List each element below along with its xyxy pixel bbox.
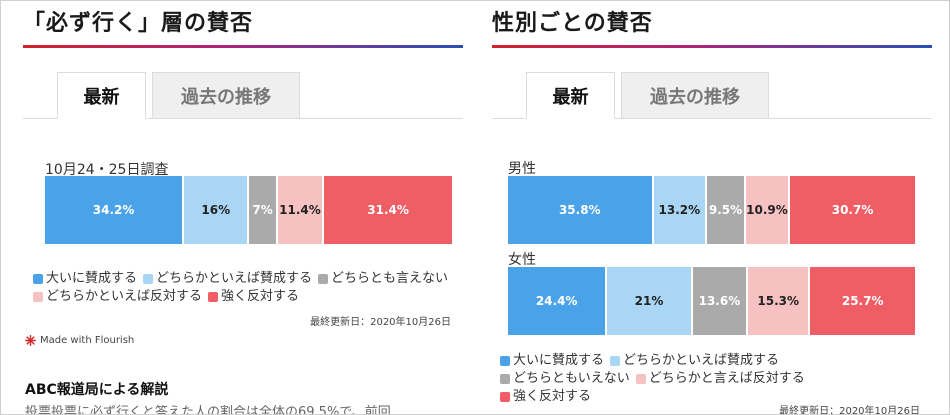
left-data-label: 34.2%: [92, 203, 135, 217]
left-panel: 「必ず行く」層の賛否 最新 過去の推移 10月24・25日調査 34.2% 16% 7…: [23, 1, 463, 414]
right-legend-item[interactable]: どちらかと言えば反対する: [635, 371, 805, 387]
left-legend-swatch: [33, 292, 43, 302]
right-bar-row: 35.8% 13.2% 9.5% 10.9% 30.7%: [508, 176, 915, 244]
left-tab-latest[interactable]: 最新: [57, 72, 146, 119]
right-category-label: 男性: [508, 161, 536, 177]
right-category-label: 女性: [508, 252, 536, 268]
left-legend-label: どちらかといえば賛成する: [156, 271, 313, 286]
flourish-label: Made with Flourish: [40, 335, 135, 346]
right-legend-swatch: [500, 392, 510, 402]
right-data-label: 13.2%: [658, 203, 701, 217]
right-legend-swatch: [610, 356, 621, 366]
left-last-updated: 最終更新日：2020年10月26日: [310, 317, 451, 328]
right-data-label: 9.5%: [708, 203, 743, 217]
right-bar-segment[interactable]: 30.7%: [790, 176, 915, 244]
left-bar-segment[interactable]: 34.2%: [45, 176, 185, 244]
left-legend-swatch: [318, 274, 329, 284]
left-legend-swatch: [208, 292, 219, 302]
left-bar-row: 34.2% 16% 7% 11.4% 31.4%: [45, 176, 452, 244]
commentary-title: ABC報道局による解説: [25, 382, 169, 398]
left-legend-item[interactable]: どちらとも言えない: [318, 271, 448, 287]
right-title-rule: [492, 45, 932, 48]
left-data-label: 7%: [252, 203, 273, 217]
right-last-updated: 最終更新日：2020年10月26日: [779, 406, 920, 415]
flourish-logo-icon: [25, 335, 36, 346]
left-legend-item[interactable]: 強く反対する: [208, 289, 299, 305]
right-bar-segment[interactable]: 13.2%: [653, 176, 708, 244]
right-data-label: 30.7%: [831, 203, 874, 217]
right-legend-item[interactable]: どちらともいえない: [500, 371, 630, 387]
right-legend-item[interactable]: どちらかといえば賛成する: [610, 353, 779, 369]
left-legend-label: どちらとも言えない: [331, 271, 449, 286]
left-legend-label: 強く反対する: [221, 289, 300, 304]
right-legend: 大いに賛成する どちらかといえば賛成するどちらともいえない どちらかと言えば反対する…: [500, 353, 811, 407]
left-title-rule: [23, 45, 463, 48]
right-bar-segment[interactable]: 24.4%: [508, 267, 608, 335]
left-data-label: 11.4%: [279, 203, 321, 217]
left-tabs: 最新 過去の推移: [57, 72, 300, 119]
commentary-text: 投票投票に必ず行くと答えた人の割合は全体の69.5%で、前回: [25, 405, 391, 415]
left-chart-title: 「必ず行く」層の賛否: [23, 11, 254, 36]
right-legend-label: 大いに賛成する: [513, 353, 605, 368]
right-legend-swatch: [635, 374, 646, 384]
left-legend: 大いに賛成する どちらかといえば賛成する どちらとも言えないどちらかといえば反対する…: [33, 271, 454, 307]
right-data-label: 13.6%: [698, 294, 741, 308]
right-legend-label: 強く反対する: [513, 389, 592, 404]
left-bar-segment[interactable]: 31.4%: [324, 176, 452, 244]
right-bar-segment[interactable]: 9.5%: [707, 176, 746, 244]
right-legend-item[interactable]: 強く反対する: [500, 389, 591, 405]
right-tab-latest[interactable]: 最新: [526, 72, 615, 119]
right-data-label: 15.3%: [757, 294, 800, 308]
right-tab-underline: [492, 118, 932, 119]
right-legend-label: どちらともいえない: [513, 371, 630, 386]
left-tab-history[interactable]: 過去の推移: [152, 72, 300, 119]
right-bar-row: 24.4% 21% 13.6% 15.3% 25.7%: [508, 267, 915, 335]
right-bar-segment[interactable]: 21%: [607, 267, 693, 335]
right-data-label: 35.8%: [558, 203, 601, 217]
right-bar-segment[interactable]: 35.8%: [508, 176, 654, 244]
left-legend-item[interactable]: どちらかといえば賛成する: [143, 271, 312, 287]
commentary-text-clip: 投票投票に必ず行くと答えた人の割合は全体の69.5%で、前回: [25, 405, 445, 415]
right-bar-segment[interactable]: 13.6%: [692, 267, 749, 335]
right-legend-swatch: [500, 374, 510, 384]
left-legend-swatch: [143, 274, 154, 284]
right-tab-history[interactable]: 過去の推移: [621, 72, 769, 119]
right-data-label: 21%: [634, 294, 664, 308]
right-bar-segment[interactable]: 25.7%: [810, 267, 915, 335]
left-legend-item[interactable]: どちらかといえば反対する: [33, 289, 202, 305]
left-bar-segment[interactable]: 11.4%: [277, 176, 325, 244]
made-with-flourish-link[interactable]: Made with Flourish: [25, 335, 134, 346]
right-chart-title: 性別ごとの賛否: [492, 11, 653, 36]
right-bar-segment[interactable]: 15.3%: [748, 267, 811, 335]
right-bar-segment[interactable]: 10.9%: [745, 176, 791, 244]
left-bar-segment[interactable]: 16%: [184, 176, 250, 244]
left-legend-label: どちらかといえば反対する: [46, 289, 203, 304]
left-legend-label: 大いに賛成する: [46, 271, 138, 286]
right-legend-item[interactable]: 大いに賛成する: [500, 353, 604, 369]
left-data-label: 16%: [201, 203, 231, 217]
right-legend-label: どちらかといえば賛成する: [623, 353, 780, 368]
right-tabs: 最新 過去の推移: [526, 72, 769, 119]
right-data-label: 24.4%: [535, 294, 578, 308]
left-bar-segment[interactable]: 7%: [249, 176, 278, 244]
left-category-label: 10月24・25日調査: [45, 162, 169, 178]
left-legend-swatch: [33, 274, 43, 284]
left-legend-item[interactable]: 大いに賛成する: [33, 271, 137, 287]
right-data-label: 10.9%: [746, 203, 788, 217]
right-legend-label: どちらかと言えば反対する: [648, 371, 805, 386]
right-panel: 性別ごとの賛否 最新 過去の推移 男性 35.8% 13.2% 9.5% 10.9% 30…: [492, 1, 932, 415]
left-tab-underline: [23, 118, 463, 119]
right-legend-swatch: [500, 356, 510, 366]
left-data-label: 31.4%: [367, 203, 409, 217]
right-data-label: 25.7%: [841, 294, 884, 308]
